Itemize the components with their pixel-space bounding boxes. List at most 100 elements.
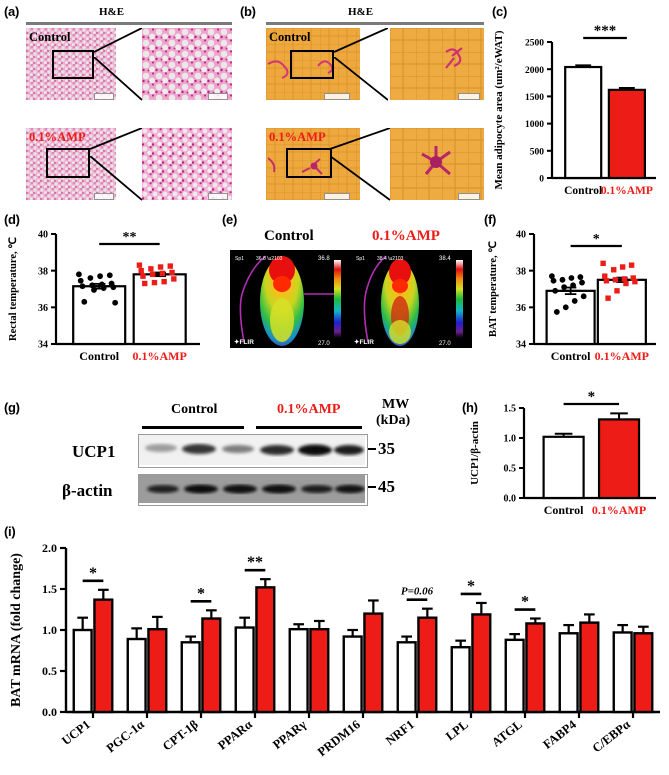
data-point — [167, 263, 173, 269]
bar-control — [126, 637, 147, 714]
x-label-treated: 0.1%AMP — [592, 503, 646, 517]
significance-marker: * — [521, 594, 529, 611]
data-point — [77, 277, 84, 284]
panel-g-control-label: Control — [171, 402, 218, 417]
data-point — [159, 270, 166, 277]
bar-treated — [471, 613, 492, 714]
panel-e-amp-caption: 0.1%AMP — [372, 228, 440, 244]
panel-a-control-zoom-region — [52, 50, 94, 79]
panel-b-amp-connector-bottom — [330, 156, 390, 201]
panel-h-chart: 0.0 0.5 1.0 1.5 * Control 0.1%AMP UCP1/β-actin — [469, 389, 656, 517]
y-tick-label: 1000 — [525, 120, 544, 130]
data-point — [81, 298, 88, 305]
bar-control — [612, 631, 633, 714]
panel-a-amp-zoom-region — [46, 148, 90, 178]
panel-g: (g) Control 0.1%AMP MW (kDa) UCP1 3 — [4, 382, 456, 522]
y-tick-label: 34 — [516, 340, 526, 351]
panel-b-control-overview — [266, 28, 360, 100]
panel-a-control-zoomed — [142, 28, 232, 100]
data-point — [632, 278, 638, 285]
data-point — [630, 275, 636, 281]
panel-b-amp-overview — [266, 128, 360, 200]
data-point — [76, 271, 82, 278]
significance-marker: P=0.06 — [401, 586, 434, 598]
bar-control — [564, 65, 603, 180]
y-tick-label: 0.0 — [42, 705, 57, 719]
panel-g-mw-header-1: MW — [382, 397, 410, 412]
x-tick-label: ATGL — [489, 717, 525, 749]
data-point — [628, 262, 635, 268]
data-point — [142, 280, 148, 287]
x-label-treated: 0.1%AMP — [133, 349, 187, 363]
panel-f-chart: 34 36 38 40 * Control 0.1%AMP BAT temperature, … — [487, 230, 656, 363]
data-point — [570, 282, 576, 289]
panel-a: (a) H&E Control 0.1% — [4, 4, 236, 204]
panel-b-rule — [266, 22, 484, 25]
panel-g-amp-label: 0.1%AMP — [277, 402, 341, 417]
panel-a-amp-zoom-scalebar — [208, 193, 228, 200]
panel-e-thermal-images: Sp1 36.8 \u2103 36.8 27.0 ✦FLIR Sp1 38.4… — [230, 250, 472, 348]
y-tick-label: 0 — [539, 175, 544, 185]
y-tick-label: 1.5 — [42, 582, 57, 596]
svg-text:✦FLIR: ✦FLIR — [234, 338, 254, 346]
x-tick-label: LPL — [443, 717, 471, 743]
bar-control — [558, 632, 579, 714]
panel-b-amp-connector-top — [330, 128, 390, 150]
panel-a-amp-connector-bottom — [90, 156, 142, 201]
data-point — [552, 287, 559, 294]
panel-b-control-connector-bottom — [334, 57, 388, 101]
svg-text:38.4: 38.4 — [439, 256, 451, 262]
panel-b-control-zoomed — [390, 28, 484, 100]
data-point — [169, 269, 175, 276]
y-tick-label: 0.0 — [504, 494, 517, 505]
data-point — [623, 280, 629, 287]
panel-g-actin-mw-tick — [368, 486, 376, 488]
data-point — [553, 309, 560, 315]
data-point — [612, 277, 619, 283]
y-tick-label: 1.0 — [42, 623, 57, 637]
bar-treated — [597, 418, 641, 500]
panel-g-control-underline — [142, 426, 244, 429]
panel-a-stain-title: H&E — [99, 6, 125, 18]
significance-marker: * — [593, 232, 600, 247]
panel-f: (f) 34 36 38 40 * Control 0.1%AMP BAT temperatu… — [484, 212, 668, 374]
panel-g-ucp1-label: UCP1 — [72, 442, 116, 461]
x-label-treated: 0.1%AMP — [601, 185, 653, 197]
data-point — [89, 282, 96, 289]
y-tick-label: 40 — [38, 230, 48, 241]
panel-b-control-connector-top — [334, 28, 388, 53]
bar-treated — [201, 617, 222, 714]
data-point — [110, 284, 117, 291]
panel-h: (h) 0.0 0.5 1.0 1.5 * Control 0.1%AMP UCP1/β-ac… — [460, 382, 668, 532]
panel-i: (i) 0.0 0.5 1.0 1.5 2.0 * UCP1 PGC-1α * CPT-1β ** P… — [4, 524, 668, 774]
data-point — [605, 295, 611, 301]
bar-treated — [417, 616, 438, 714]
data-point — [79, 283, 86, 290]
panel-b-label: (b) — [240, 4, 256, 19]
bar-control — [542, 435, 585, 500]
x-tick-label: C/EBPα — [590, 717, 633, 755]
panel-a-control-scalebar — [94, 93, 114, 100]
bar-treated — [525, 622, 546, 714]
y-tick-label: 36 — [38, 303, 48, 314]
panel-e: (e) Control 0.1%AMP — [222, 212, 480, 372]
panel-f-label: (f) — [484, 212, 497, 227]
data-point — [603, 278, 610, 284]
panel-a-rule — [26, 22, 232, 25]
panel-d-label: (d) — [4, 212, 20, 227]
y-tick-label: 0.5 — [42, 664, 57, 678]
panel-e-control-caption: Control — [264, 228, 314, 244]
bar-control — [396, 641, 417, 714]
x-label-control: Control — [79, 349, 119, 363]
x-tick-label: CPT-1β — [160, 717, 201, 753]
panel-g-actin-label: β-actin — [62, 481, 113, 500]
bar-treated — [93, 598, 114, 714]
panel-g-ucp1-mw: 35 — [378, 439, 395, 458]
data-point — [600, 260, 606, 267]
y-axis-label: BAT temperature, ℃ — [487, 241, 499, 337]
panel-b-control-zoom-region — [290, 50, 334, 79]
panel-a-amp-overview — [26, 128, 116, 200]
data-point — [580, 293, 587, 300]
panel-b: (b) H&E Control — [240, 4, 488, 204]
x-tick-label: PPARα — [215, 717, 255, 752]
